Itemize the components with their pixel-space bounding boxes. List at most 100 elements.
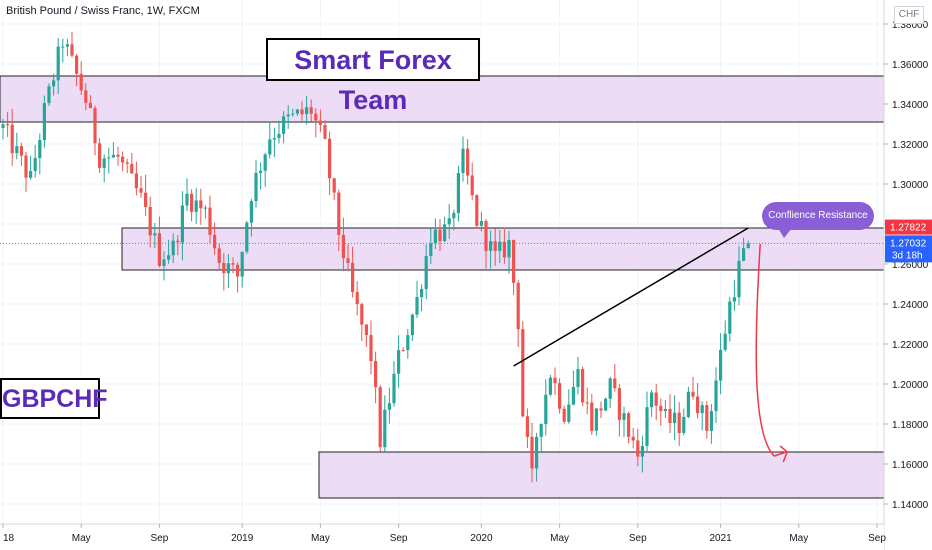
candle-body	[328, 138, 332, 179]
y-tick-label: 1.20000	[892, 380, 929, 391]
candle-body	[470, 175, 474, 196]
x-tick-label: Sep	[151, 533, 169, 544]
candle-body	[723, 333, 727, 350]
drawings	[513, 227, 792, 463]
candle-body	[645, 407, 649, 446]
time-axis-bg	[0, 524, 884, 550]
candle-body	[521, 329, 525, 417]
candle-body	[544, 394, 548, 424]
x-tick-label: Sep	[390, 533, 408, 544]
x-tick-label: Sep	[629, 533, 647, 544]
candle-body	[93, 108, 97, 144]
candle-body	[29, 171, 33, 178]
candle-body	[277, 133, 281, 139]
candle-body	[433, 229, 437, 244]
candle-body	[512, 239, 516, 283]
candle-body	[199, 200, 203, 209]
y-tick-label: 1.24000	[892, 300, 929, 311]
candle-body	[282, 116, 286, 134]
candle-body	[65, 44, 69, 47]
currency-label[interactable]: CHF	[894, 6, 924, 24]
candle-body	[719, 349, 723, 381]
bar-countdown-label: 3d 18h	[892, 250, 923, 261]
candle-body	[61, 46, 65, 48]
y-tick-label: 1.32000	[892, 140, 929, 151]
x-tick-label: 2019	[231, 533, 254, 544]
candle-body	[599, 408, 603, 411]
candle-body	[746, 243, 750, 249]
candle-body	[447, 218, 451, 225]
candle-body	[56, 46, 60, 81]
candle-body	[111, 154, 115, 158]
candle-body	[562, 408, 566, 422]
candle-body	[374, 361, 378, 388]
candle-body	[309, 107, 313, 114]
candle-body	[369, 335, 373, 362]
confluence-resistance-callout: Conflience Resistance	[762, 202, 874, 230]
candle-body	[502, 241, 506, 258]
brand-label: Smart Forex Team	[266, 38, 480, 115]
candle-body	[24, 155, 28, 178]
candle-body	[650, 392, 654, 408]
candle-body	[125, 162, 129, 164]
candle-body	[507, 239, 511, 258]
y-tick-label: 1.30000	[892, 180, 929, 191]
candle-body	[295, 109, 299, 114]
candle-body	[47, 86, 51, 104]
candle-body	[410, 314, 414, 336]
candle-body	[259, 170, 263, 173]
candle-body	[130, 163, 134, 174]
candle-body	[84, 90, 88, 103]
candle-body	[33, 158, 37, 172]
candle-body	[484, 221, 488, 251]
candle-body	[709, 411, 713, 431]
candle-body	[176, 240, 180, 243]
candle-body	[608, 378, 612, 399]
candle-body	[585, 402, 589, 404]
candle-body	[424, 256, 428, 289]
candle-body	[116, 154, 120, 157]
candle-body	[42, 103, 46, 140]
time-axis[interactable]: 18 May Sep 2019 May Sep 2020 May Sep 2021 May Sep	[0, 523, 886, 550]
candle-body	[245, 222, 249, 252]
candle-body	[268, 139, 272, 155]
candle-body	[355, 291, 359, 305]
candle-body	[443, 224, 447, 242]
x-tick-label: 2020	[470, 533, 493, 544]
candle-body	[231, 263, 235, 265]
candle-body	[636, 440, 640, 457]
candle-body	[516, 282, 520, 330]
candle-body	[691, 391, 695, 397]
price-axis[interactable]: 1.14000 1.16000 1.18000 1.20000 1.22000 1.240…	[883, 0, 932, 550]
candle-body	[742, 248, 746, 261]
candle-body	[705, 405, 709, 431]
candle-body	[604, 398, 608, 411]
candle-body	[314, 113, 318, 121]
candle-body	[732, 297, 736, 302]
candle-body	[594, 408, 598, 431]
candle-body	[663, 408, 667, 412]
candle-body	[305, 107, 309, 115]
candle-body	[700, 405, 704, 414]
candle-body	[668, 408, 672, 424]
candle-body	[217, 248, 221, 263]
candle-body	[673, 412, 677, 424]
candle-body	[249, 201, 253, 223]
candle-body	[121, 156, 125, 163]
x-tick-label: 18	[3, 533, 15, 544]
forecast-arrow-head	[779, 445, 789, 463]
candle-body	[558, 383, 562, 409]
candle-body	[15, 146, 19, 154]
y-tick-label: 1.26000	[892, 260, 929, 271]
candle-body	[134, 173, 138, 189]
x-tick-label: May	[311, 533, 330, 544]
y-tick-label: 1.18000	[892, 420, 929, 431]
candle-body	[19, 146, 23, 156]
candle-body	[144, 192, 148, 207]
x-tick-label: May	[72, 533, 91, 544]
candle-body	[525, 416, 529, 437]
candle-body	[686, 391, 690, 417]
chart-title: British Pound / Swiss Franc, 1W, FXCM	[6, 5, 200, 17]
candle-body	[364, 324, 368, 336]
